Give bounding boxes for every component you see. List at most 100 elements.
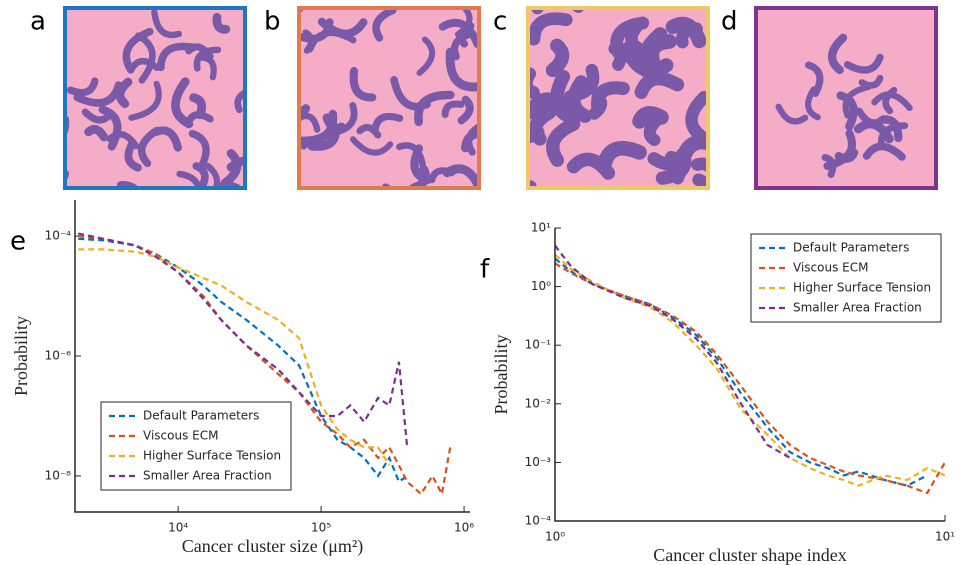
x-tick-label: 10⁴ (168, 521, 188, 535)
series-line (555, 262, 945, 495)
panel-border (754, 6, 938, 190)
blob (775, 103, 809, 125)
panel-letter: f (480, 255, 490, 285)
blob (317, 17, 368, 38)
blob (188, 129, 210, 172)
blob (65, 169, 70, 183)
blob (828, 33, 848, 75)
y-axis-label: Probability (491, 335, 511, 415)
y-tick-label: 10⁻¹ (525, 338, 552, 352)
blob (171, 77, 194, 129)
panel-letter: e (10, 227, 26, 257)
y-tick-label: 10⁻² (525, 396, 552, 410)
y-tick-label: 10⁻⁶ (45, 349, 72, 363)
legend-label: Default Parameters (143, 409, 259, 423)
blob (566, 75, 592, 123)
y-tick-label: 10⁻⁸ (45, 468, 72, 482)
x-axis-label: Cancer cluster size (μm²) (182, 536, 363, 557)
y-tick-label: 10⁻⁴ (525, 514, 552, 528)
panel-letter: b (264, 7, 281, 37)
blob (396, 142, 426, 169)
blob (457, 95, 474, 125)
blob (382, 183, 393, 188)
blob (204, 162, 221, 188)
plot-area (555, 244, 945, 495)
blob (804, 61, 824, 98)
blob (450, 29, 476, 61)
y-tick-label: 10⁰ (531, 279, 551, 293)
blob (356, 124, 382, 139)
blob (134, 32, 156, 84)
blob (428, 167, 456, 184)
blob (299, 112, 321, 133)
blob (176, 170, 203, 188)
blob (115, 77, 133, 109)
blob (685, 90, 708, 143)
blob (545, 38, 570, 78)
axes (554, 228, 945, 522)
blob (372, 8, 397, 42)
blob (878, 115, 903, 143)
panel-letter: a (30, 7, 46, 37)
blob (528, 180, 538, 188)
legend-label: Viscous ECM (793, 261, 868, 275)
panel-border (526, 6, 710, 190)
blob (307, 124, 340, 151)
panel-bg (65, 8, 245, 188)
blob (610, 16, 650, 59)
blob (805, 86, 821, 121)
blob (675, 22, 703, 49)
blob (441, 100, 465, 118)
blob (216, 181, 244, 188)
blob (151, 126, 182, 152)
panel-border (297, 6, 481, 190)
blob (198, 54, 217, 81)
series-line (555, 244, 791, 459)
blob (124, 138, 142, 172)
y-axis-label: Probability (11, 316, 31, 396)
panel-letter: d (721, 7, 738, 37)
legend-label: Default Parameters (793, 241, 909, 255)
legend-label: Smaller Area Fraction (793, 301, 922, 315)
blob (66, 77, 99, 97)
blobs (775, 33, 913, 178)
legend-label: Viscous ECM (143, 429, 218, 443)
blob (619, 42, 674, 78)
legend-label: Higher Surface Tension (143, 449, 281, 463)
blob (834, 148, 859, 163)
panel-letter: c (493, 7, 507, 37)
blob (691, 157, 708, 178)
blob (122, 27, 154, 74)
axes (74, 200, 470, 513)
blob (212, 12, 231, 34)
blob (566, 152, 616, 180)
blob (853, 119, 894, 144)
x-axis-label: Cancer cluster shape index (653, 545, 846, 565)
blob (65, 115, 70, 137)
blob (390, 76, 431, 111)
blob (438, 18, 479, 49)
blob (349, 67, 377, 102)
legend-label: Smaller Area Fraction (143, 469, 272, 483)
blob (529, 105, 557, 146)
blob (193, 46, 222, 72)
blob (416, 36, 436, 76)
blob (550, 69, 581, 126)
blob (299, 109, 338, 145)
blob (590, 81, 630, 112)
blob (597, 140, 647, 172)
blob (465, 122, 479, 156)
blob (84, 125, 109, 142)
y-tick-label: 10⁻⁴ (45, 229, 72, 243)
series-line (78, 237, 408, 484)
blob (157, 42, 197, 72)
blob (98, 105, 122, 151)
blob (643, 115, 662, 147)
blob (882, 86, 898, 115)
y-tick-label: 10¹ (531, 221, 551, 235)
x-tick-label: 10⁵ (311, 521, 331, 535)
blob (644, 34, 677, 67)
legend-label: Higher Surface Tension (793, 281, 931, 295)
blob (546, 117, 581, 167)
